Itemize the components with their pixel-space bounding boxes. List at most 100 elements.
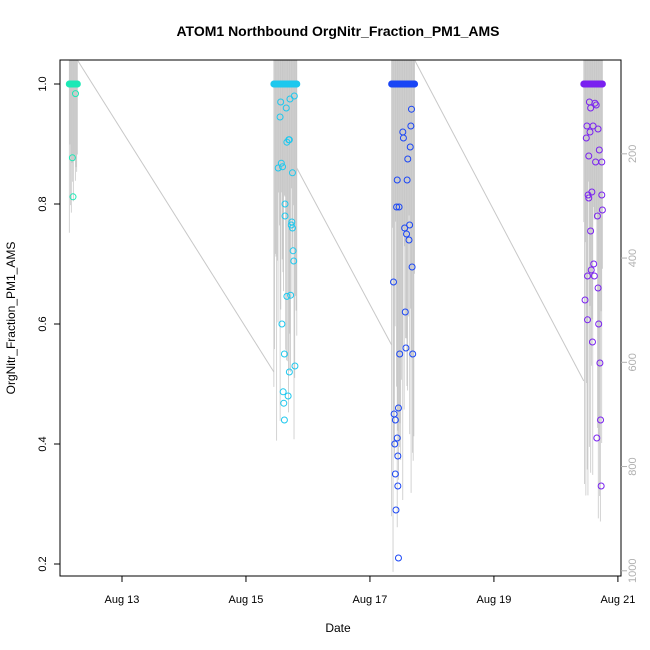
x-tick-label: Aug 15 xyxy=(229,594,264,606)
data-point xyxy=(280,350,288,358)
data-point xyxy=(589,122,597,130)
data-point xyxy=(396,350,404,358)
data-point xyxy=(409,350,417,358)
data-point xyxy=(402,344,410,352)
data-point xyxy=(394,452,402,460)
data-point xyxy=(288,224,296,232)
data-point xyxy=(584,272,592,280)
y2-tick-label: 1000 xyxy=(627,559,639,583)
data-point xyxy=(278,320,286,328)
data-point xyxy=(405,236,413,244)
data-point xyxy=(394,554,402,562)
data-point xyxy=(598,191,606,199)
data-point xyxy=(390,278,398,286)
data-point xyxy=(406,143,414,151)
y2-tick-label: 600 xyxy=(627,353,639,371)
data-point xyxy=(590,272,598,280)
data-point xyxy=(584,316,592,324)
data-point xyxy=(587,104,595,112)
data-point xyxy=(593,212,601,220)
data-point xyxy=(293,80,301,88)
data-point xyxy=(69,193,77,201)
data-point xyxy=(394,482,402,490)
data-point xyxy=(588,188,596,196)
data-point xyxy=(71,90,79,98)
data-point xyxy=(281,212,289,220)
data-point xyxy=(279,388,287,396)
data-point xyxy=(276,113,284,121)
chart-title: ATOM1 Northbound OrgNitr_Fraction_PM1_AM… xyxy=(176,23,499,39)
data-point xyxy=(598,80,606,88)
data-point xyxy=(598,158,606,166)
data-point xyxy=(582,134,590,142)
x-tick-label: Aug 19 xyxy=(476,594,511,606)
data-point xyxy=(285,368,293,376)
x-tick-label: Aug 21 xyxy=(600,594,635,606)
x-tick-label: Aug 13 xyxy=(105,594,140,606)
data-point xyxy=(391,470,399,478)
data-point xyxy=(391,440,399,448)
x-tick-label: Aug 17 xyxy=(353,594,388,606)
data-point xyxy=(395,203,403,211)
y-tick-label: 0.4 xyxy=(37,436,49,451)
data-point xyxy=(596,359,604,367)
data-point xyxy=(285,136,293,144)
data-point xyxy=(290,92,298,100)
data-point xyxy=(279,163,287,171)
data-point xyxy=(392,506,400,514)
y-axis: 0.2 0.4 0.6 0.8 1.0 xyxy=(37,76,60,572)
data-point xyxy=(393,434,401,442)
track-segment xyxy=(414,59,585,382)
data-point xyxy=(586,128,594,136)
y-tick-label: 0.8 xyxy=(37,196,49,211)
data-point xyxy=(283,292,291,300)
data-point xyxy=(394,404,402,412)
data-point xyxy=(391,416,399,424)
data-point xyxy=(581,296,589,304)
data-point xyxy=(401,224,409,232)
data-point xyxy=(393,203,401,211)
data-point xyxy=(595,146,603,154)
data-point xyxy=(587,227,595,235)
x-axis-label: Date xyxy=(325,621,351,635)
data-point xyxy=(393,176,401,184)
y-tick-label: 1.0 xyxy=(37,76,49,91)
data-point xyxy=(284,392,292,400)
data-point xyxy=(289,247,297,255)
data-point xyxy=(401,308,409,316)
data-point xyxy=(597,482,605,490)
y2-tick-label: 800 xyxy=(627,457,639,475)
data-point xyxy=(281,200,289,208)
data-point xyxy=(68,154,76,162)
data-point xyxy=(280,416,288,424)
x-axis: Aug 13 Aug 15 Aug 17 Aug 19 Aug 21 xyxy=(105,576,635,606)
data-point xyxy=(403,230,411,238)
data-point xyxy=(592,101,600,109)
y-axis-label: OrgNitr_Fraction_PM1_AMS xyxy=(4,242,18,395)
data-point xyxy=(399,134,407,142)
data-point xyxy=(407,105,415,113)
y-tick-label: 0.6 xyxy=(37,316,49,331)
track-lines xyxy=(68,59,603,572)
data-point xyxy=(408,263,416,271)
data-point xyxy=(73,80,81,88)
data-point xyxy=(403,176,411,184)
data-point xyxy=(274,164,282,172)
data-point xyxy=(280,399,288,407)
data-point xyxy=(291,362,299,370)
data-point xyxy=(590,260,598,268)
data-point xyxy=(594,125,602,133)
data-point xyxy=(277,159,285,167)
data-point xyxy=(587,266,595,274)
data-point xyxy=(290,257,298,265)
data-point xyxy=(287,291,295,299)
data-point xyxy=(595,320,603,328)
track-segment xyxy=(296,167,393,346)
y-tick-label: 0.2 xyxy=(37,556,49,571)
data-point xyxy=(598,206,606,214)
data-point xyxy=(585,194,593,202)
data-point xyxy=(282,104,290,112)
data-point xyxy=(406,221,414,229)
track-segment xyxy=(76,59,275,373)
data-point xyxy=(288,169,296,177)
